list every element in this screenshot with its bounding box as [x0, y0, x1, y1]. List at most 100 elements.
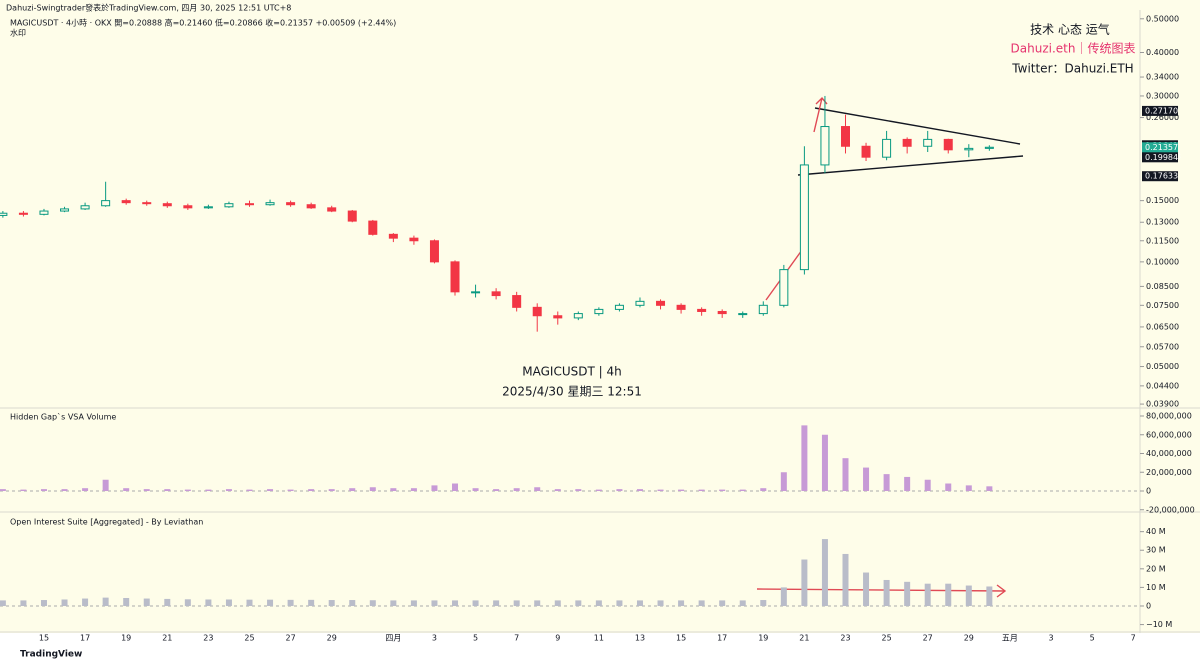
bar: [678, 600, 685, 606]
bar: [472, 488, 479, 491]
y-tick-label: -20,000,000: [1146, 505, 1195, 514]
bar: [267, 489, 274, 491]
candle-body: [39, 210, 49, 215]
candle-body: [203, 206, 213, 209]
bar: [102, 479, 109, 491]
bar: [184, 599, 191, 606]
bar: [986, 586, 993, 606]
bar: [0, 600, 6, 606]
bar: [61, 599, 68, 606]
x-tick-label: 四月: [385, 634, 401, 643]
bar: [513, 600, 520, 606]
price-marker-label: 0.27170: [1145, 106, 1178, 115]
bar: [431, 485, 438, 491]
bar: [595, 600, 602, 606]
bar: [225, 489, 232, 491]
price-marker-label: 0.17633: [1145, 172, 1178, 181]
candle-body: [676, 304, 686, 310]
bar: [349, 488, 356, 491]
bar: [739, 600, 746, 606]
bar: [452, 483, 459, 491]
brand-line: Dahuzi.eth｜传统图表: [1011, 41, 1136, 56]
x-tick-label: 15: [39, 634, 49, 643]
y-tick-label: 0.08500: [1146, 282, 1179, 291]
bar: [246, 599, 253, 606]
trend-line: [814, 107, 1021, 145]
candle-body: [347, 210, 357, 222]
y-tick-label: 0.34000: [1146, 73, 1179, 82]
candle-body: [923, 138, 933, 147]
x-tick-label: 15: [676, 634, 686, 643]
y-tick-label: 20,000,000: [1146, 468, 1192, 477]
candle-body: [984, 146, 994, 149]
bar: [102, 597, 109, 606]
bar: [595, 489, 602, 491]
x-tick-label: 27: [286, 634, 296, 643]
footer-logo: TradingView: [20, 650, 82, 660]
bar: [760, 600, 767, 606]
arrow: [756, 584, 1007, 598]
y-tick-label: 0: [1146, 601, 1151, 610]
y-tick-label: 0.07500: [1146, 301, 1179, 310]
publisher: Dahuzi-Swingtrader發表於TradingView.com, 四月…: [6, 3, 291, 13]
candle-body: [532, 306, 542, 317]
y-tick-label: 0.15000: [1146, 196, 1179, 205]
bar: [410, 488, 417, 491]
price-marker: [1142, 105, 1178, 116]
y-tick-label: 0.06500: [1146, 322, 1179, 331]
watermark: 水印: [10, 28, 26, 38]
bar: [184, 489, 191, 491]
x-tick-label: 9: [555, 634, 560, 643]
candle-body: [758, 304, 768, 315]
x-tick-label: 27: [923, 634, 933, 643]
bar: [287, 599, 294, 606]
bar: [780, 587, 787, 606]
candle-body: [162, 203, 172, 207]
candle-body: [799, 164, 809, 271]
bar: [636, 489, 643, 491]
bar: [513, 488, 520, 491]
candle-body: [286, 202, 296, 206]
bar: [965, 485, 972, 491]
y-tick-label: 0.11500: [1146, 236, 1179, 245]
bar: [904, 581, 911, 606]
trend-line: [797, 155, 1024, 176]
candle-body: [840, 126, 850, 147]
bar: [246, 489, 253, 491]
bar: [225, 599, 232, 606]
bar: [616, 600, 623, 606]
x-tick-label: 23: [840, 634, 850, 643]
bar: [390, 488, 397, 491]
bar: [657, 600, 664, 606]
y-tick-label: 0.30000: [1146, 91, 1179, 100]
x-tick-label: 19: [758, 634, 768, 643]
bar: [164, 489, 171, 491]
bar: [760, 488, 767, 491]
candle-body: [121, 200, 131, 204]
bar: [40, 489, 47, 491]
x-tick-label: 19: [121, 634, 131, 643]
bar: [472, 600, 479, 606]
bar: [575, 600, 582, 606]
candle-body: [244, 203, 254, 206]
bar: [554, 489, 561, 491]
candle-body: [656, 300, 666, 306]
bar: [410, 600, 417, 606]
bar: [616, 489, 623, 491]
bar: [287, 489, 294, 491]
candle-body: [471, 291, 481, 294]
bar: [452, 600, 459, 606]
bar: [349, 600, 356, 606]
y-tick-label: 0.03900: [1146, 400, 1179, 409]
bar: [369, 600, 376, 606]
candle-body: [0, 212, 8, 216]
bar: [143, 598, 150, 606]
candle-body: [80, 205, 90, 210]
bar: [390, 600, 397, 606]
bar: [267, 599, 274, 606]
candle-body: [861, 145, 871, 158]
y-tick-label: 60,000,000: [1146, 430, 1192, 439]
bar: [82, 598, 89, 606]
bar: [534, 600, 541, 606]
